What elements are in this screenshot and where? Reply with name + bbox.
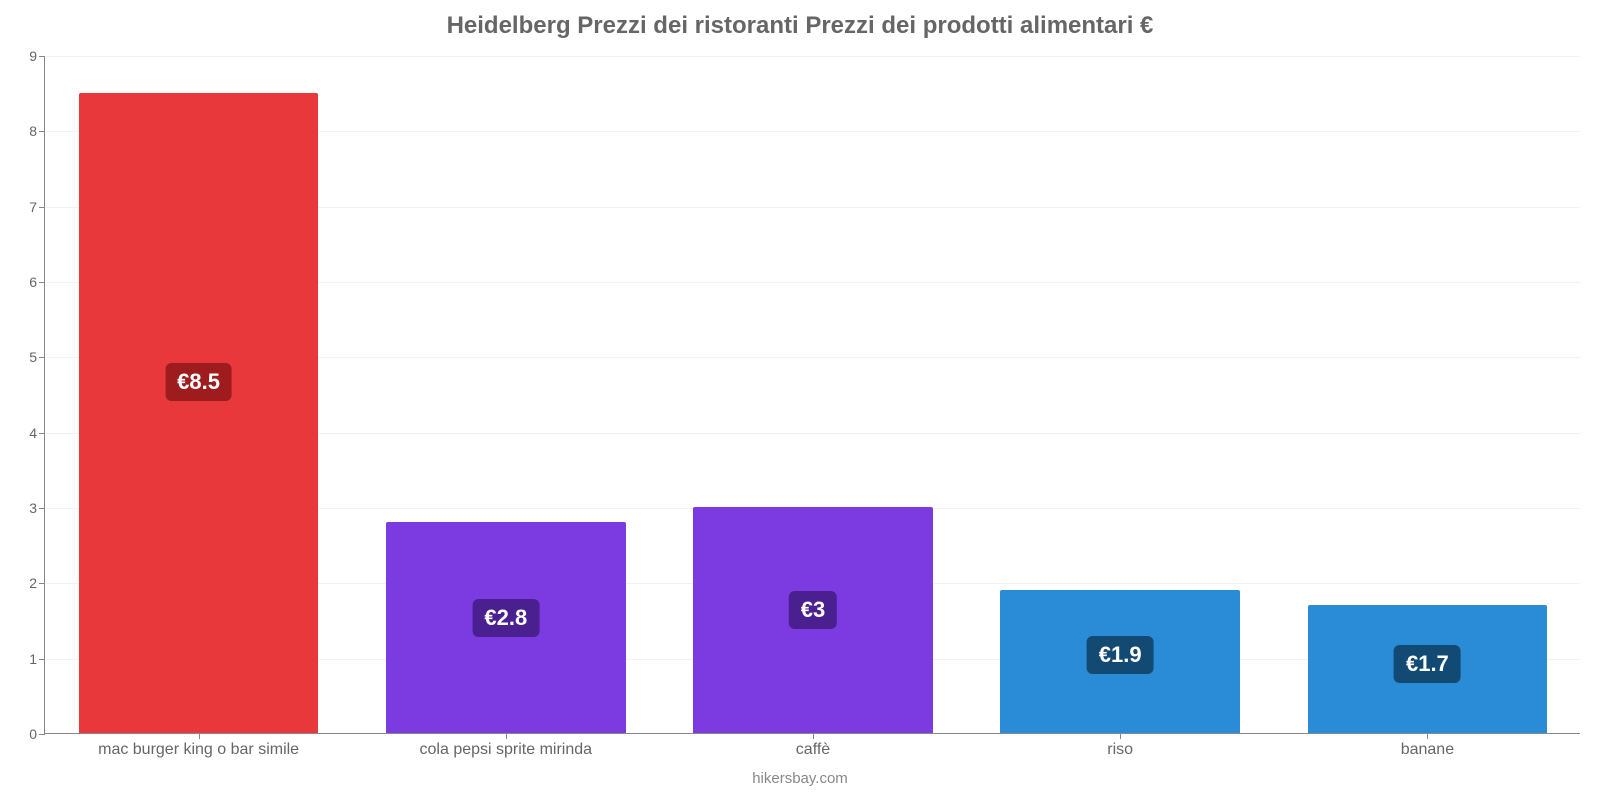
plot-area: 0123456789€8.5mac burger king o bar simi… — [44, 56, 1580, 734]
bar-value-label: €1.7 — [1394, 645, 1461, 683]
ytick-label: 7 — [29, 199, 37, 215]
ytick-mark — [39, 659, 45, 660]
ytick-label: 4 — [29, 425, 37, 441]
gridline — [45, 56, 1580, 57]
ytick-mark — [39, 282, 45, 283]
xtick-label: caffè — [796, 741, 830, 759]
bar — [79, 93, 319, 733]
xtick-mark — [1427, 733, 1428, 739]
xtick-mark — [199, 733, 200, 739]
ytick-label: 9 — [29, 48, 37, 64]
xtick-label: cola pepsi sprite mirinda — [420, 741, 593, 759]
ytick-label: 8 — [29, 123, 37, 139]
ytick-mark — [39, 357, 45, 358]
ytick-mark — [39, 583, 45, 584]
ytick-label: 2 — [29, 575, 37, 591]
ytick-mark — [39, 207, 45, 208]
xtick-label: riso — [1107, 741, 1133, 759]
xtick-mark — [1120, 733, 1121, 739]
xtick-label: banane — [1401, 741, 1454, 759]
bar-value-label: €3 — [789, 591, 837, 629]
price-bar-chart: Heidelberg Prezzi dei ristoranti Prezzi … — [0, 0, 1600, 800]
attribution-text: hikersbay.com — [0, 770, 1600, 787]
ytick-mark — [39, 56, 45, 57]
bar-value-label: €2.8 — [472, 599, 539, 637]
ytick-label: 3 — [29, 500, 37, 516]
chart-title: Heidelberg Prezzi dei ristoranti Prezzi … — [0, 12, 1600, 40]
ytick-mark — [39, 433, 45, 434]
ytick-label: 6 — [29, 274, 37, 290]
ytick-label: 0 — [29, 726, 37, 742]
bar-value-label: €1.9 — [1087, 636, 1154, 674]
ytick-label: 5 — [29, 349, 37, 365]
ytick-label: 1 — [29, 651, 37, 667]
xtick-mark — [506, 733, 507, 739]
xtick-label: mac burger king o bar simile — [98, 741, 299, 759]
xtick-mark — [813, 733, 814, 739]
ytick-mark — [39, 508, 45, 509]
ytick-mark — [39, 131, 45, 132]
bar-value-label: €8.5 — [165, 363, 232, 401]
ytick-mark — [39, 734, 45, 735]
